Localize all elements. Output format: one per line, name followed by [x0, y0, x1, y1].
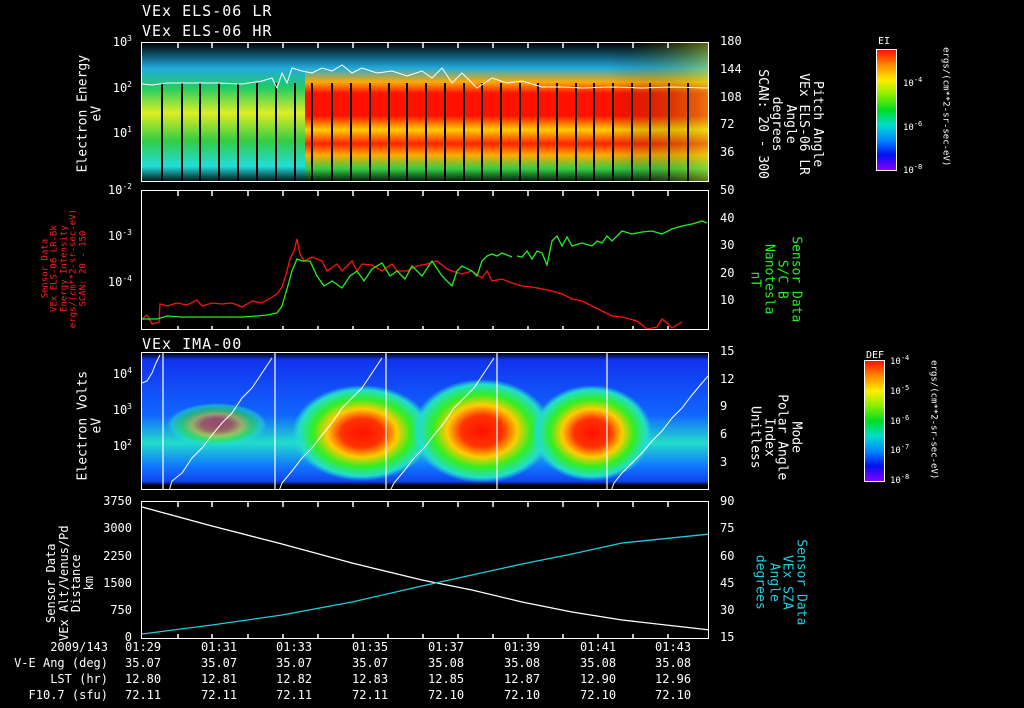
- p2-ylabel: Sensor Data VEx ELS-06 LR-Bk Energy Intens…: [40, 208, 89, 329]
- p4-y2tick: 30: [720, 603, 735, 617]
- ei-colorbar-label: EI: [878, 36, 891, 47]
- p4-y2tick: 90: [720, 494, 735, 508]
- def-cbar-tick: 10-4: [890, 354, 910, 367]
- p4-ytick: 750: [110, 603, 132, 617]
- p3-y2tick: 12: [720, 372, 735, 386]
- els-spectrogram-panel: [141, 42, 709, 182]
- p4-ytick: 3750: [103, 494, 132, 508]
- p3-y2tick: 15: [720, 344, 735, 358]
- p4-ytick: 0: [124, 630, 132, 644]
- ima-spectrogram-panel: [141, 352, 709, 490]
- def-cbar-tick: 10-7: [890, 443, 910, 456]
- footer-f107-label: F10.7 (sfu): [28, 688, 108, 702]
- ei-cbar-units: ergs/(cm**2-sr-sec-eV): [940, 47, 951, 167]
- p3-ylabel: Electron Volts eV: [75, 370, 104, 481]
- p1-y2label: Pitch Angle VEx ELS-06 LR Angle degrees SCAN…: [755, 69, 826, 179]
- def-cbar-tick: 10-6: [890, 414, 910, 427]
- p3-y2tick: 6: [720, 427, 728, 441]
- p4-y2tick: 45: [720, 576, 735, 590]
- p1-y2tick: 108: [720, 90, 742, 104]
- els-spectrogram-plot: [142, 43, 708, 181]
- p4-y2tick: 75: [720, 521, 735, 535]
- p4-y2tick: 15: [720, 630, 735, 644]
- p3-y2tick: 9: [720, 399, 728, 413]
- p4-ytick: 2250: [103, 549, 132, 563]
- p3-y2tick: 3: [720, 455, 728, 469]
- altitude-sza-panel: [141, 501, 709, 639]
- p1-ytick-1e2: 102: [112, 80, 132, 95]
- p4-ytick: 1500: [103, 576, 132, 590]
- p2-y2tick: 50: [720, 183, 735, 197]
- p1-y2tick: 180: [720, 34, 742, 48]
- panel3-title: VEx IMA-00: [142, 335, 243, 353]
- p1-y2tick: 144: [720, 62, 742, 76]
- def-cbar-tick: 10-5: [890, 384, 910, 397]
- p2-y2tick: 10: [720, 293, 735, 307]
- ei-colorbar: [876, 49, 897, 171]
- panel1-title-hr: VEx ELS-06 HR: [142, 22, 273, 40]
- p1-y2tick: 36: [720, 145, 735, 159]
- p2-y2tick: 20: [720, 266, 735, 280]
- p1-ytick-1e3: 103: [112, 34, 132, 49]
- p1-y2tick: 72: [720, 117, 735, 131]
- def-colorbar: [864, 360, 885, 482]
- altitude-sza-plot: [142, 502, 708, 638]
- ima-spectrogram-plot: [142, 353, 708, 489]
- p2-ytick: 10-3: [107, 228, 132, 243]
- p3-ytick: 102: [112, 438, 132, 453]
- p3-y2label: Mode Polar Angle Index Unitless: [747, 394, 804, 481]
- footer-date-label: 2009/143: [50, 640, 108, 654]
- p2-y2label: Sensor Data S/C B Nanotesla nT: [747, 236, 804, 323]
- p3-ytick: 104: [112, 366, 132, 381]
- ei-cbar-tick: 10-4: [903, 76, 923, 89]
- p1-ytick-1e1: 101: [112, 125, 132, 140]
- p4-y2tick: 60: [720, 549, 735, 563]
- footer-lst-label: LST (hr): [50, 672, 108, 686]
- def-cbar-units: ergs/(cm**2-sr-sec-eV): [928, 360, 939, 480]
- p2-ytick: 10-2: [107, 182, 132, 197]
- p2-y2tick: 30: [720, 238, 735, 252]
- p4-y2label: Sensor Data VEx SZA Angle degrees: [752, 539, 809, 626]
- p2-ytick: 10-4: [107, 274, 132, 289]
- panel1-title-lr: VEx ELS-06 LR: [142, 2, 273, 20]
- p1-ylabel: Electron Energy eV: [75, 54, 104, 173]
- def-colorbar-label: DEF: [866, 350, 885, 361]
- intensity-bfield-panel: [141, 190, 709, 330]
- intensity-bfield-plot: [142, 191, 708, 329]
- ei-cbar-tick: 10-6: [903, 120, 923, 133]
- p4-ytick: 3000: [103, 521, 132, 535]
- p3-ytick: 103: [112, 402, 132, 417]
- p4-ylabel: Sensor Data VEx Alt/Venus/Pd Distance km: [43, 525, 96, 641]
- ei-cbar-tick: 10-8: [903, 163, 923, 176]
- p2-y2tick: 40: [720, 211, 735, 225]
- def-cbar-tick: 10-8: [890, 473, 910, 486]
- footer-ve-label: V-E Ang (deg): [14, 656, 108, 670]
